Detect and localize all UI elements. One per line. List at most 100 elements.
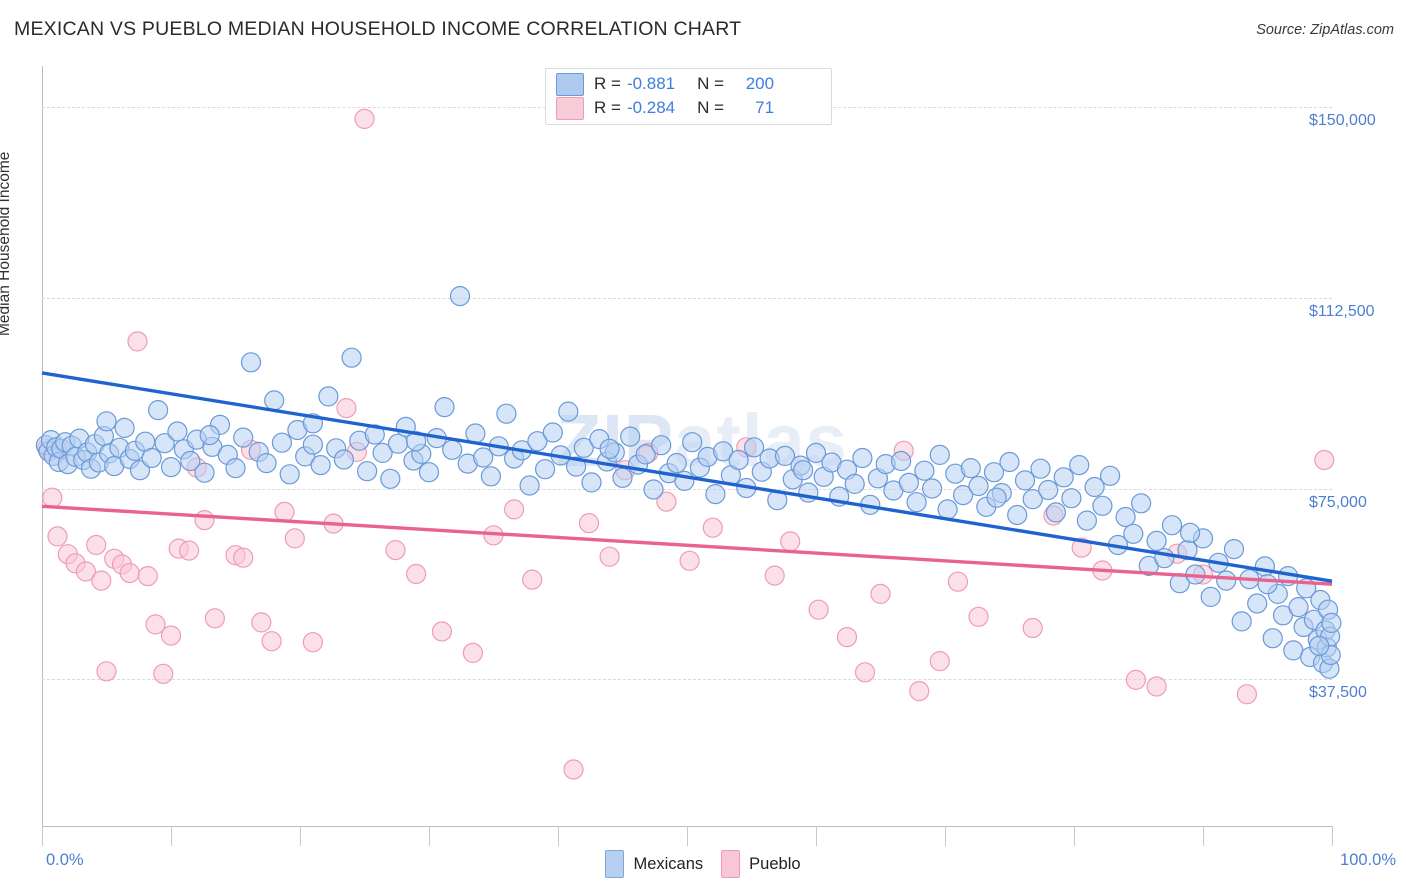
data-point	[1061, 488, 1082, 509]
x-tick-mark	[945, 826, 946, 846]
data-point	[1007, 504, 1028, 526]
x-tick-mark	[1332, 826, 1333, 846]
x-tick-mark	[1203, 826, 1204, 846]
data-point	[1038, 479, 1059, 501]
data-point	[952, 485, 974, 506]
data-point	[780, 531, 801, 552]
data-point	[519, 475, 540, 496]
data-point	[947, 571, 969, 592]
x-tick-mark	[816, 826, 817, 846]
data-point	[852, 447, 873, 469]
data-point	[137, 565, 158, 587]
x-tick-mark	[558, 826, 559, 846]
data-point	[651, 435, 672, 456]
series-legend-item-pueblo[interactable]: Pueblo	[721, 850, 801, 878]
data-point	[728, 449, 749, 471]
data-point	[225, 458, 246, 479]
data-point	[233, 427, 254, 448]
data-point	[527, 431, 548, 452]
legend-swatch-mexicans	[556, 72, 584, 96]
series-label-pueblo: Pueblo	[749, 854, 801, 873]
data-point	[836, 626, 858, 648]
data-point	[682, 432, 703, 453]
trendline-pueblo	[41, 504, 1333, 586]
data-point	[387, 433, 409, 454]
data-point	[271, 432, 292, 453]
legend-n-key-mexicans: N =	[697, 74, 725, 93]
data-point	[357, 461, 378, 482]
legend-r-key-pueblo: R =	[594, 98, 621, 117]
data-point	[1030, 458, 1051, 479]
data-point	[310, 455, 331, 476]
data-point	[1125, 669, 1147, 691]
data-point	[986, 487, 1007, 508]
y-tick-label: $37,500	[1309, 684, 1367, 702]
data-point	[119, 562, 140, 584]
data-point	[578, 512, 600, 534]
gridline	[42, 297, 1332, 299]
legend-r-value-mexicans: -0.881	[626, 74, 676, 93]
series-points-mexicans	[35, 286, 1342, 679]
data-point	[1123, 523, 1144, 544]
data-point	[1146, 676, 1167, 697]
data-point	[999, 451, 1020, 473]
data-point	[204, 608, 225, 629]
data-point	[434, 397, 455, 418]
data-point	[1283, 640, 1304, 661]
data-point	[284, 528, 305, 549]
data-point	[114, 417, 135, 438]
data-point	[612, 467, 633, 488]
data-point	[274, 501, 295, 522]
data-point	[1130, 493, 1152, 514]
data-point	[1236, 684, 1258, 705]
data-point	[261, 631, 282, 652]
data-point	[573, 437, 594, 458]
data-point	[302, 434, 323, 455]
y-tick-label: $150,000	[1309, 111, 1376, 129]
y-axis-title: Median Household Income	[0, 151, 13, 336]
correlation-legend: R = -0.881 N = 200 R = -0.284 N = 71	[545, 68, 832, 125]
data-point	[743, 437, 765, 458]
data-point	[1115, 506, 1136, 528]
data-point	[179, 540, 200, 561]
data-point	[921, 478, 943, 499]
data-point	[160, 625, 182, 646]
data-point	[764, 565, 785, 586]
data-point	[599, 546, 620, 567]
series-swatch-mexicans	[605, 850, 625, 878]
data-point	[318, 386, 339, 407]
data-point	[473, 447, 494, 468]
trendline-mexicans	[41, 371, 1333, 583]
data-point	[558, 401, 579, 422]
legend-n-key-pueblo: N =	[697, 98, 725, 117]
data-point	[1200, 586, 1221, 608]
data-point	[808, 599, 829, 620]
data-point	[854, 662, 876, 683]
data-point	[805, 442, 827, 463]
legend-swatch-pueblo	[556, 96, 584, 120]
data-point	[354, 108, 375, 130]
data-point	[91, 570, 112, 591]
data-point	[983, 462, 1005, 483]
data-point	[542, 422, 563, 443]
data-point	[1223, 538, 1245, 560]
data-point	[154, 433, 175, 454]
data-point	[565, 456, 587, 477]
data-point	[180, 450, 201, 472]
data-point	[431, 621, 452, 642]
data-point	[1045, 502, 1067, 523]
series-legend: Mexicans Pueblo	[0, 849, 1406, 879]
data-point	[906, 492, 927, 513]
data-point	[449, 286, 471, 307]
series-legend-item-mexicans[interactable]: Mexicans	[605, 850, 703, 878]
data-point	[199, 425, 220, 446]
legend-row-mexicans: R = -0.881 N = 200	[556, 72, 774, 96]
x-tick-mark	[1074, 826, 1075, 846]
data-point	[42, 487, 63, 508]
data-point	[929, 650, 950, 672]
series-swatch-pueblo	[721, 850, 741, 878]
data-point	[968, 606, 989, 627]
data-point	[503, 499, 525, 520]
